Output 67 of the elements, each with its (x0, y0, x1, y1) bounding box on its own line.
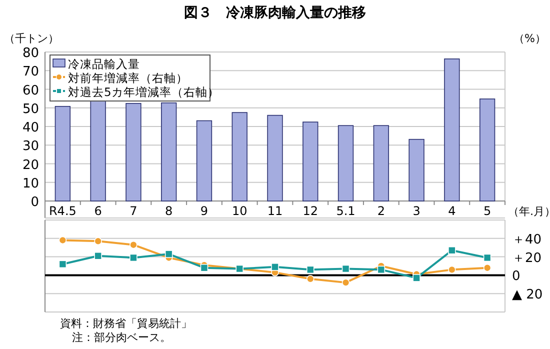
bar (338, 125, 354, 202)
point (483, 264, 492, 272)
point (130, 240, 138, 249)
x-tick-label: 9 (200, 204, 208, 218)
bar (54, 106, 71, 202)
text: 資料：財務省「貿易統計」 (60, 317, 192, 330)
chart-title: 図３ 冷凍豚肉輸入量の推移 (184, 5, 366, 21)
bar (267, 114, 283, 202)
y2-tick-label: ▲ 20 (512, 288, 543, 303)
x-tick-label: R4.5 (48, 204, 76, 218)
bar (232, 112, 248, 202)
y2-axis-title: （%） (514, 32, 546, 45)
y-tick-label: 40 (22, 120, 39, 136)
x-tick-label: 8 (165, 204, 173, 218)
point (94, 252, 102, 260)
x-tick-label: 7 (130, 204, 138, 218)
point (306, 266, 314, 274)
point (377, 266, 386, 274)
y2-tick-label: 0 (512, 269, 520, 284)
x-axis-title: （年.月） (508, 205, 550, 218)
y-tick-label: 50 (22, 102, 39, 117)
bar (126, 103, 142, 202)
y-tick-label: 20 (22, 158, 39, 173)
x-tick-label: 3 (412, 204, 420, 218)
y-axis-title: （千トン） (4, 32, 59, 45)
y2-tick-label: ＋40 (512, 232, 542, 248)
point (342, 278, 350, 286)
point (448, 246, 456, 254)
y-tick-label: 70 (22, 64, 39, 80)
legend-label: 対過去5カ年増減率（右軸） (68, 85, 220, 99)
x-tick-label: 5 (483, 204, 492, 218)
y-tick-label: 60 (22, 83, 39, 98)
x-tick-label: 11 (267, 204, 283, 218)
x-tick-label: 4 (448, 204, 456, 218)
y-tick-label: 80 (22, 46, 39, 61)
bar (196, 120, 212, 202)
point (58, 236, 67, 244)
x-tick-label: 2 (377, 204, 385, 218)
y-tick-label: 0 (30, 195, 39, 210)
point (200, 264, 208, 272)
text: 注：部分肉ベース。 (72, 331, 171, 344)
point (94, 237, 102, 246)
point (412, 274, 420, 282)
bar (479, 98, 496, 202)
point (130, 254, 138, 262)
point (271, 263, 279, 271)
point (342, 264, 350, 273)
x-tick-label: 5.1 (336, 204, 356, 218)
point (306, 274, 314, 283)
x-tick-label: 12 (302, 204, 318, 218)
x-tick-label: 10 (232, 204, 248, 218)
legend-label: 対前年増減率（右軸） (68, 71, 188, 85)
point (483, 254, 492, 262)
y-tick-label: 30 (22, 139, 39, 154)
bar (302, 122, 318, 202)
y2-tick-label: ＋20 (512, 250, 542, 266)
y-tick-label: 10 (22, 176, 39, 192)
point (448, 266, 456, 274)
bar (90, 100, 106, 202)
bar (444, 58, 460, 202)
legend-label: 冷凍品輸入量 (68, 57, 140, 71)
point (58, 260, 67, 268)
bar (373, 125, 389, 202)
bar (161, 102, 177, 202)
bar (408, 138, 424, 202)
point (164, 250, 173, 258)
x-tick-label: 6 (94, 204, 102, 218)
